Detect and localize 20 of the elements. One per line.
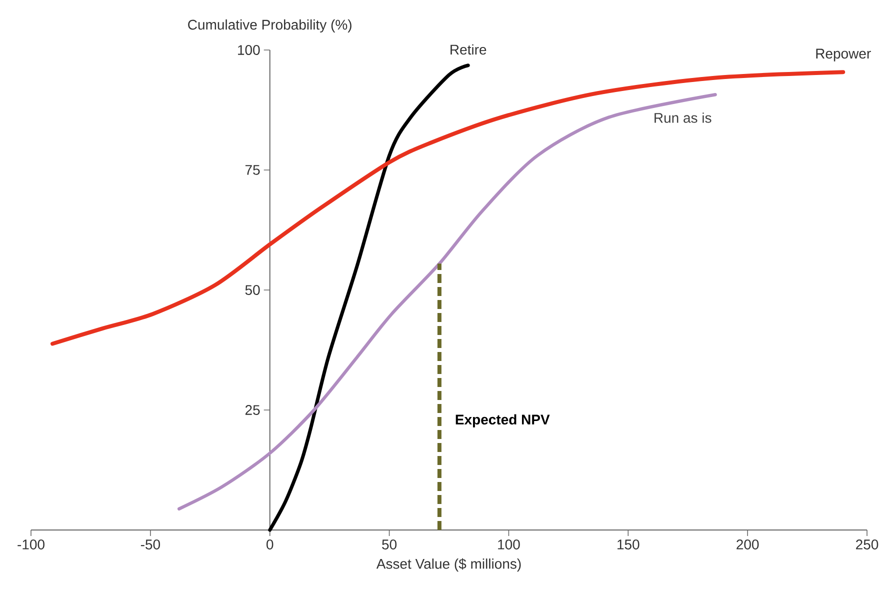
x-tick-label: 0 [266,540,274,550]
y-tick-label: 25 [245,405,260,415]
x-tick-label: 250 [856,540,878,550]
x-tick-label: 150 [618,540,640,550]
y-axis-title: Cumulative Probability (%) [188,19,352,32]
line-series [50,70,846,346]
x-tick-label: -100 [18,540,44,550]
line-series [177,93,717,510]
series-label: Retire [450,44,486,55]
x-tick-label: 50 [382,540,397,550]
x-axis-title: Asset Value ($ millions) [376,558,521,572]
x-tick-label: -50 [140,540,160,550]
y-tick-label: 75 [245,165,260,175]
x-tick-label: 100 [498,540,520,550]
y-tick-label: 50 [245,285,260,295]
y-tick-label: 100 [238,45,260,55]
x-tick-label: 200 [736,540,759,550]
series-label: Run as is [654,112,712,123]
series-label: Repower [816,48,871,62]
ref-line-label: Expected NPV [456,414,550,428]
